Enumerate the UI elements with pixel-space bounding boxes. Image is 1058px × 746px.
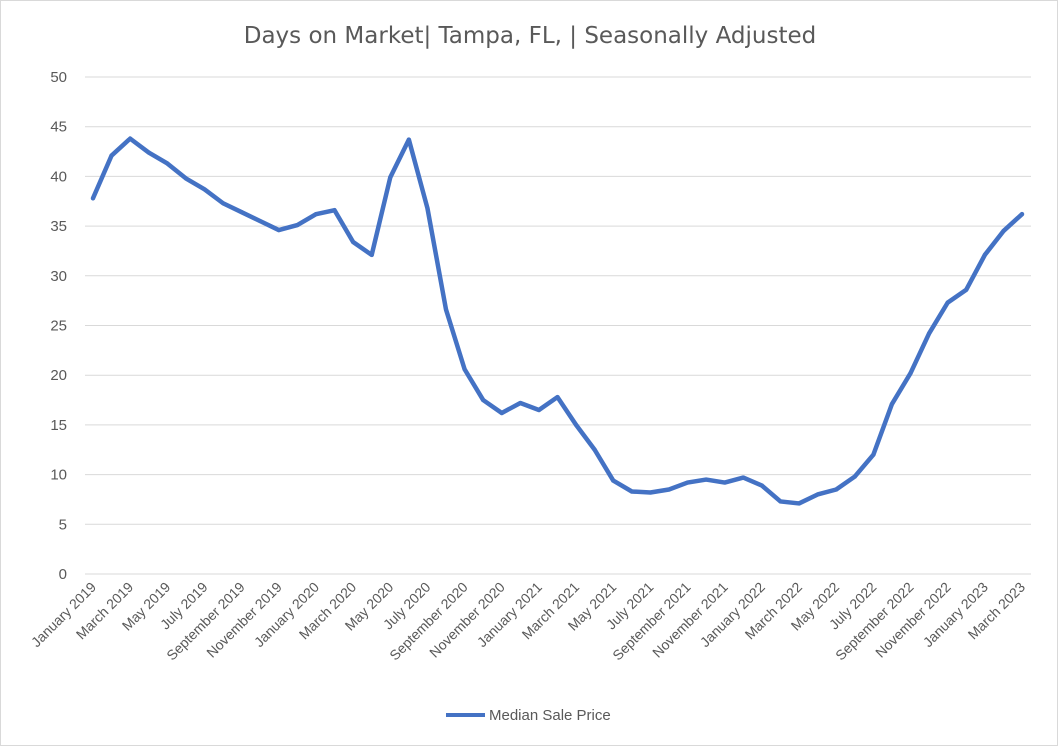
y-tick-label-15: 15 <box>50 417 67 434</box>
data-point[interactable] <box>889 402 894 407</box>
data-point[interactable] <box>815 492 820 497</box>
y-tick-label-35: 35 <box>50 218 67 235</box>
data-point[interactable] <box>964 287 969 292</box>
data-point[interactable] <box>797 501 802 506</box>
data-point[interactable] <box>165 161 170 166</box>
data-point[interactable] <box>741 475 746 480</box>
legend[interactable]: Median Sale Price <box>446 707 611 724</box>
data-point[interactable] <box>871 452 876 457</box>
data-point[interactable] <box>982 252 987 257</box>
data-point[interactable] <box>1020 212 1024 217</box>
y-tick-label-30: 30 <box>50 268 67 285</box>
data-point[interactable] <box>759 483 764 488</box>
data-point[interactable] <box>406 137 411 142</box>
data-point[interactable] <box>629 489 634 494</box>
chart-title: Days on Market| Tampa, FL, | Seasonally … <box>244 23 817 49</box>
data-point[interactable] <box>91 196 95 201</box>
data-point[interactable] <box>499 410 504 415</box>
y-tick-label-40: 40 <box>50 168 67 185</box>
data-point[interactable] <box>295 223 300 228</box>
data-point[interactable] <box>351 240 356 245</box>
data-point[interactable] <box>481 398 486 403</box>
data-point[interactable] <box>555 395 560 400</box>
data-point[interactable] <box>722 480 727 485</box>
data-point[interactable] <box>945 300 950 305</box>
data-point[interactable] <box>313 212 318 217</box>
data-point[interactable] <box>666 487 671 492</box>
data-point[interactable] <box>1001 229 1006 234</box>
data-point[interactable] <box>592 447 597 452</box>
series-line-median-sale-price[interactable] <box>90 136 1025 506</box>
data-point[interactable] <box>183 176 188 181</box>
data-point[interactable] <box>685 480 690 485</box>
data-point[interactable] <box>704 477 709 482</box>
data-point[interactable] <box>332 208 337 213</box>
data-point[interactable] <box>536 407 541 412</box>
y-tick-label-25: 25 <box>50 318 67 335</box>
gridlines <box>85 76 1031 575</box>
y-tick-label-0: 0 <box>59 566 67 583</box>
data-point[interactable] <box>927 331 932 336</box>
data-point[interactable] <box>276 228 281 233</box>
data-point[interactable] <box>611 478 616 483</box>
data-point[interactable] <box>852 474 857 479</box>
data-point[interactable] <box>146 150 151 155</box>
data-point[interactable] <box>258 219 263 224</box>
data-point[interactable] <box>369 252 374 257</box>
data-point[interactable] <box>648 490 653 495</box>
data-point[interactable] <box>425 206 430 211</box>
data-point[interactable] <box>574 422 579 427</box>
data-point[interactable] <box>239 210 244 215</box>
y-tick-label-50: 50 <box>50 69 67 86</box>
y-tick-label-45: 45 <box>50 119 67 136</box>
y-axis-tick-labels: 0 5 10 15 20 25 30 35 40 45 50 <box>50 69 67 583</box>
y-tick-label-5: 5 <box>59 516 67 533</box>
data-point[interactable] <box>128 136 133 141</box>
legend-label-median-sale-price: Median Sale Price <box>489 707 611 724</box>
data-point[interactable] <box>444 307 449 312</box>
data-point[interactable] <box>908 371 913 376</box>
data-point[interactable] <box>834 487 839 492</box>
data-point[interactable] <box>109 153 114 158</box>
data-point[interactable] <box>462 367 467 372</box>
data-point[interactable] <box>202 187 207 192</box>
series-layer <box>90 136 1025 506</box>
data-point[interactable] <box>518 401 523 406</box>
y-tick-label-20: 20 <box>50 367 67 384</box>
data-point[interactable] <box>388 175 393 180</box>
data-point[interactable] <box>221 201 226 206</box>
y-tick-label-10: 10 <box>50 467 67 484</box>
data-point[interactable] <box>778 499 783 504</box>
